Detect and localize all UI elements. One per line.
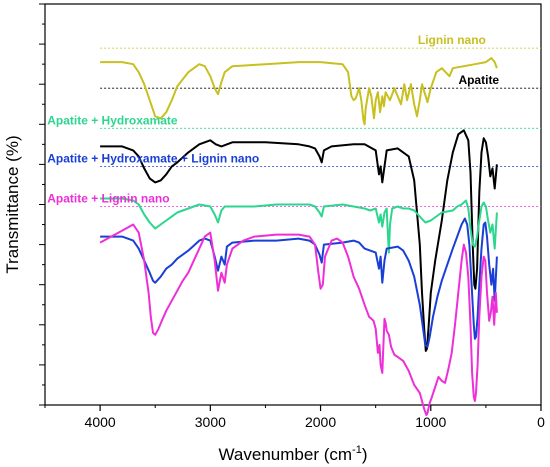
series-line-4 [99,223,498,416]
x-axis-title: Wavenumber (cm-1) [219,444,368,464]
x-tick-label: 2000 [305,414,336,430]
legend-label-4: Apatite + Lignin nano [47,192,169,206]
legend: Lignin nano Apatite Apatite + Hydroxamate A… [47,33,499,205]
legend-label-0: Lignin nano [418,33,486,47]
x-tick-label: 0 [537,414,545,430]
series-line-1 [100,129,498,352]
x-axis-ticks: 4000 3000 2000 1000 0 [44,405,545,430]
series-line-3 [100,217,498,348]
x-tick-label: 1000 [415,414,446,430]
series-line-0 [100,57,498,126]
y-axis-title: Transmittance (%) [3,135,22,273]
y-axis-ticks [39,3,45,406]
series-baselines [100,47,541,207]
legend-label-3: Apatite + Hydroxamate + Lignin nano [47,151,259,165]
x-tick-label: 4000 [85,414,116,430]
series-line-2 [100,197,498,254]
series-lines [99,57,498,416]
legend-label-1: Apatite [458,73,499,87]
legend-label-2: Apatite + Hydroxamate [47,113,178,127]
x-tick-label: 3000 [195,414,226,430]
